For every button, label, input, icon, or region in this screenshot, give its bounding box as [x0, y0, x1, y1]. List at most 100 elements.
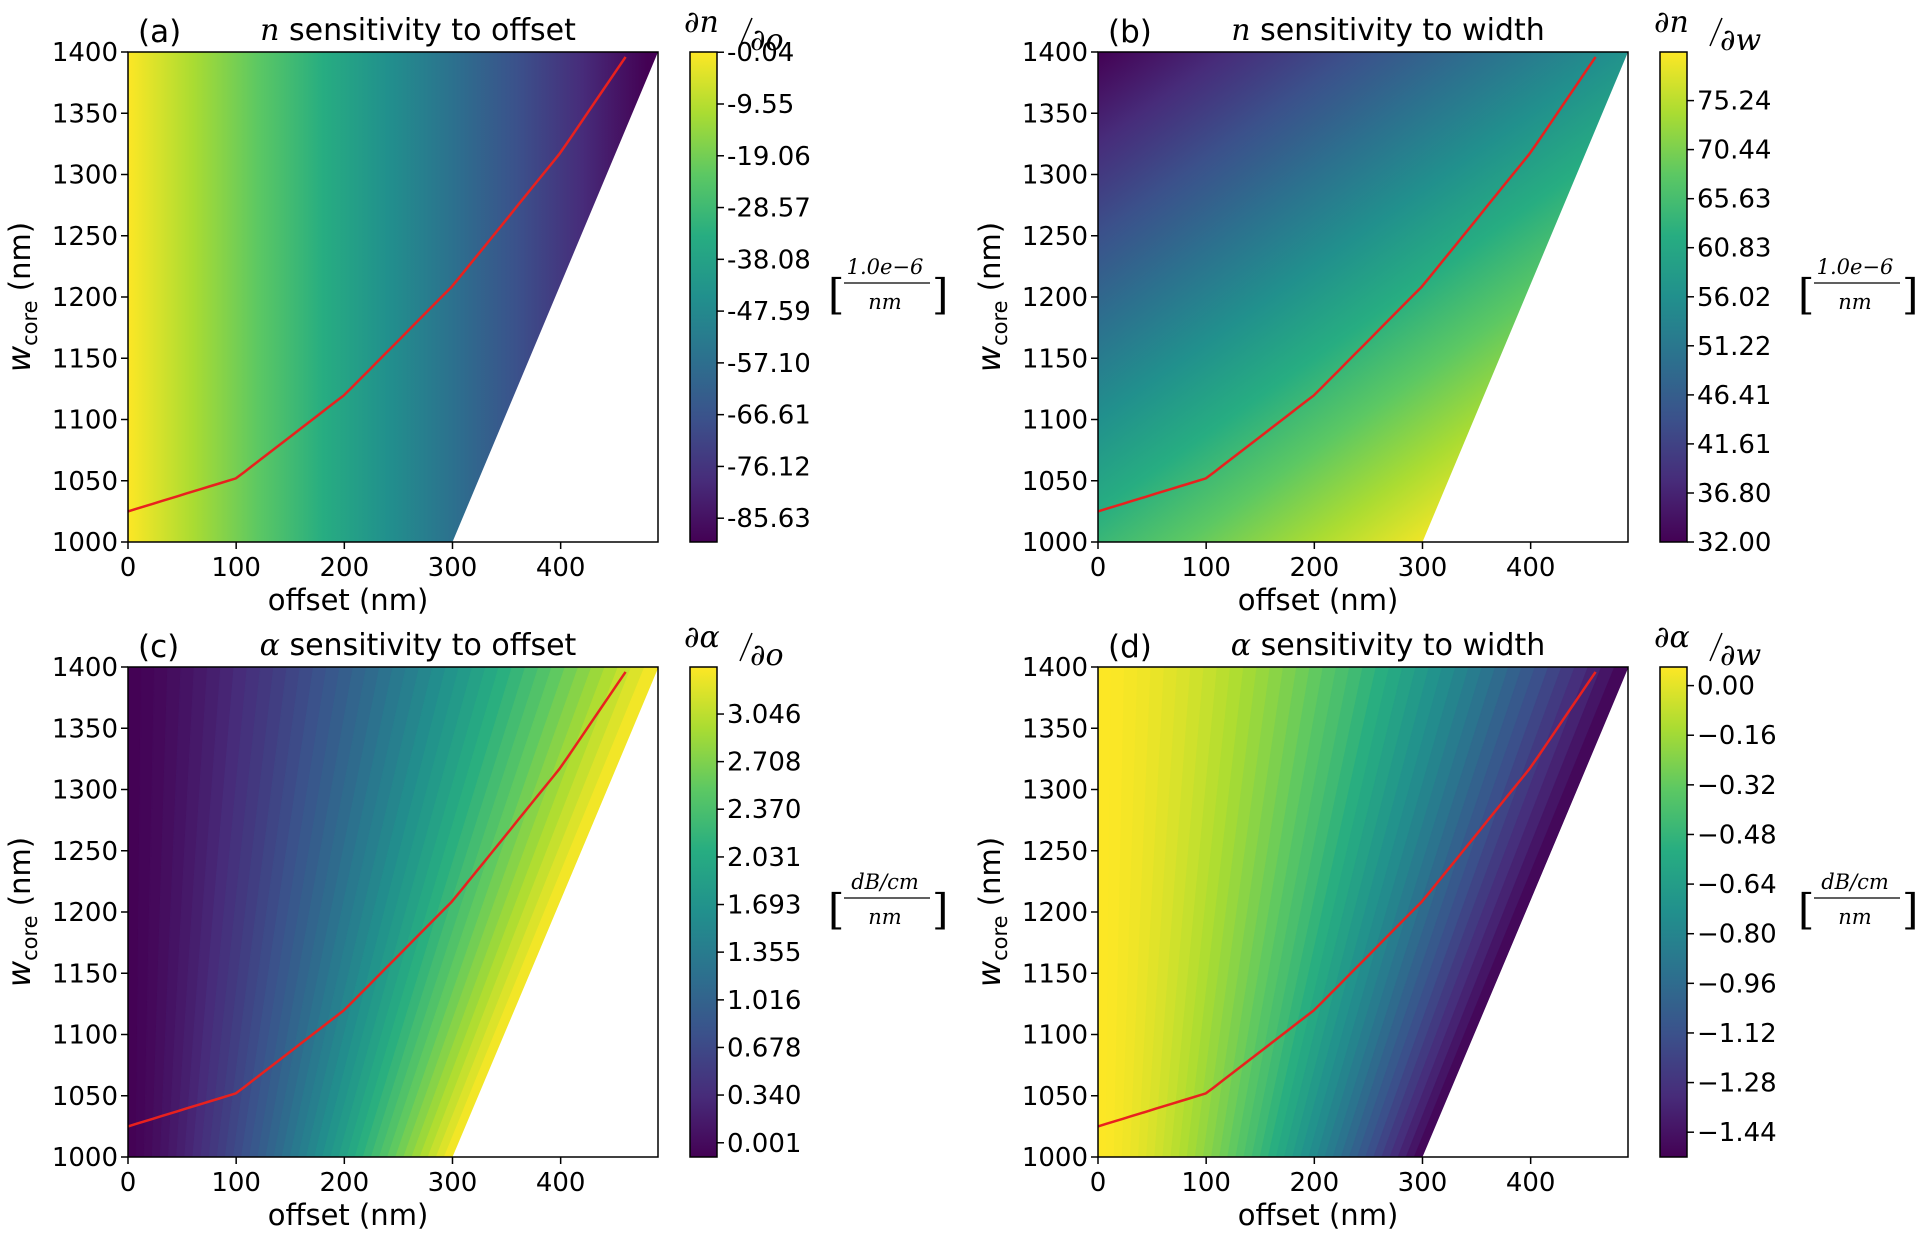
y-tick-label: 1200	[1022, 283, 1088, 313]
colorbar-tick-label: 51.22	[1697, 332, 1771, 362]
panel-letter: (c)	[138, 629, 179, 665]
y-axis-label-sub: core	[988, 915, 1012, 961]
y-axis-label-unit: (nm)	[973, 837, 1007, 915]
y-axis-label: wcore (nm)	[970, 222, 1012, 372]
colorbar-tick-label: -28.57	[727, 194, 811, 224]
y-tick-label: 1400	[1022, 38, 1088, 68]
unit-numerator: dB/cm	[1821, 870, 1889, 894]
x-tick-label: 0	[120, 553, 137, 583]
unit-denominator: nm	[1838, 290, 1871, 314]
colorbar-label-denominator: ∂w	[1720, 23, 1762, 58]
optimal-curve	[1097, 671, 1597, 1128]
y-tick-label: 1300	[52, 161, 118, 191]
unit-bracket-left: [	[828, 270, 844, 319]
y-axis-label-var: w	[0, 345, 38, 372]
y-tick-label: 1350	[1022, 99, 1088, 129]
colorbar-tick-label: 0.678	[727, 1033, 801, 1063]
y-tick-label: 1000	[1022, 528, 1088, 558]
colorbar-tick-label: −0.32	[1697, 771, 1777, 801]
y-axis-label-sub: core	[988, 300, 1012, 346]
colorbar-tick-label: 75.24	[1697, 87, 1771, 117]
y-tick-label: 1000	[52, 1143, 118, 1173]
colorbar-label-slash	[1709, 17, 1723, 47]
colorbar-tick-label: 1.016	[727, 986, 801, 1016]
colorbar-tick-label: 41.61	[1697, 430, 1771, 460]
chart-panel: 0 100 200 300 400 1000 1050 1100 1150 1200 1250 130…	[970, 5, 1918, 617]
y-axis-label-var: w	[970, 960, 1008, 987]
y-tick-label: 1150	[52, 344, 118, 374]
y-axis-label: wcore (nm)	[0, 222, 42, 372]
colorbar-tick-label: -19.06	[727, 142, 811, 172]
x-tick-label: 200	[320, 1168, 370, 1198]
chart-title: n sensitivity to offset	[260, 13, 576, 48]
y-tick-label: 1300	[1022, 776, 1088, 806]
colorbar-label-numerator: ∂α	[1654, 620, 1690, 655]
optimal-curve	[127, 671, 627, 1128]
y-axis-label-var: w	[0, 960, 38, 987]
panel-letter: (a)	[138, 14, 181, 50]
y-tick-label: 1350	[1022, 714, 1088, 744]
colorbar-tick-label: 1.355	[727, 938, 801, 968]
x-tick-label: 400	[1506, 553, 1556, 583]
colorbar-tick-label: -66.61	[727, 401, 811, 431]
unit-bracket-right: ]	[932, 270, 948, 319]
colorbar-tick-label: 2.708	[727, 748, 801, 778]
x-axis-label: offset (nm)	[268, 1198, 429, 1232]
x-tick-label: 300	[1398, 553, 1448, 583]
x-tick-label: 200	[320, 553, 370, 583]
chart-title-rest: sensitivity to offset	[279, 13, 576, 48]
x-tick-label: 300	[428, 1168, 478, 1198]
colorbar-label-denominator: ∂o	[750, 23, 784, 58]
colorbar	[1659, 666, 1688, 1158]
y-tick-label: 1250	[1022, 837, 1088, 867]
y-axis-label-sub: core	[18, 300, 42, 346]
y-tick-label: 1100	[1022, 406, 1088, 436]
colorbar-tick-label: −1.12	[1697, 1019, 1777, 1049]
y-tick-label: 1150	[1022, 344, 1088, 374]
colorbar-tick-label: −0.96	[1697, 969, 1777, 999]
y-tick-label: 1050	[1022, 1082, 1088, 1112]
unit-denominator: nm	[868, 905, 901, 929]
unit-numerator: 1.0e−6	[1817, 255, 1894, 279]
chart-title: n sensitivity to width	[1231, 13, 1545, 48]
x-tick-label: 300	[1398, 1168, 1448, 1198]
x-tick-label: 400	[536, 1168, 586, 1198]
x-tick-label: 100	[1181, 553, 1231, 583]
y-axis-label-unit: (nm)	[3, 222, 37, 300]
heatmap-region	[1098, 52, 1628, 542]
colorbar-tick-label: −0.48	[1697, 820, 1777, 850]
colorbar	[1659, 51, 1688, 543]
colorbar-tick-label: 56.02	[1697, 283, 1771, 313]
y-axis-label-var: w	[970, 345, 1008, 372]
colorbar-tick-label: -85.63	[727, 504, 811, 534]
colorbar-tick-label: -9.55	[727, 90, 794, 120]
y-tick-label: 1200	[52, 898, 118, 928]
y-axis-label-unit: (nm)	[3, 837, 37, 915]
colorbar-label-numerator: ∂n	[684, 5, 719, 40]
y-axis-label: wcore (nm)	[0, 837, 42, 987]
chart-title: α sensitivity to offset	[260, 628, 577, 663]
heatmap-mask	[1422, 667, 1629, 1157]
unit-bracket-right: ]	[932, 885, 948, 934]
y-tick-label: 1100	[52, 1021, 118, 1051]
colorbar-tick-label: 36.80	[1697, 479, 1771, 509]
unit-bracket-right: ]	[1902, 885, 1918, 934]
colorbar-tick-label: 3.046	[727, 700, 801, 730]
colorbar-tick-label: 65.63	[1697, 185, 1771, 215]
y-tick-label: 1400	[52, 38, 118, 68]
y-axis-label-sub: core	[18, 915, 42, 961]
colorbar-tick-label: 1.693	[727, 891, 801, 921]
x-tick-label: 100	[1181, 1168, 1231, 1198]
y-tick-label: 1000	[52, 528, 118, 558]
y-tick-label: 1250	[52, 837, 118, 867]
heatmap-region	[128, 52, 658, 542]
chart-title-var: n	[1231, 13, 1250, 48]
colorbar	[689, 666, 718, 1158]
y-tick-label: 1050	[1022, 467, 1088, 497]
x-tick-label: 400	[536, 553, 586, 583]
y-tick-label: 1300	[52, 776, 118, 806]
chart-title-rest: sensitivity to width	[1251, 13, 1545, 48]
panel-letter: (b)	[1108, 14, 1152, 50]
